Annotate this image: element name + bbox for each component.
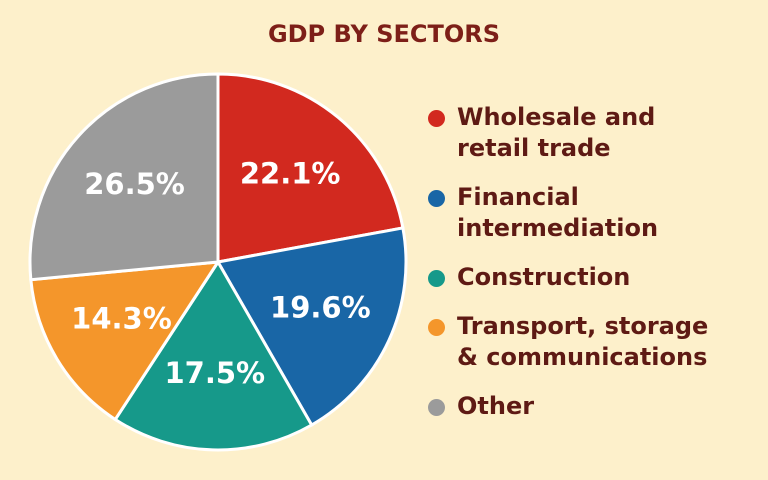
legend-swatch [428, 399, 445, 416]
data-label: 26.5% [84, 167, 185, 201]
legend-item: Wholesale and retail trade [428, 102, 708, 164]
data-label: 14.3% [71, 301, 172, 335]
legend-swatch [428, 190, 445, 207]
legend-item: Transport, storage & communications [428, 311, 708, 373]
legend-label: Financial intermediation [457, 183, 659, 242]
legend-swatch [428, 270, 445, 287]
legend-swatch [428, 319, 445, 336]
legend-item: Other [428, 391, 708, 422]
legend-item: Financial intermediation [428, 182, 708, 244]
pie-slice [216, 72, 405, 264]
pie-slice [28, 72, 220, 282]
legend-swatch [428, 110, 445, 127]
legend: Wholesale and retail trade Financial inte… [428, 102, 708, 422]
data-label: 17.5% [165, 356, 266, 390]
legend-item: Construction [428, 262, 708, 293]
legend-label: Transport, storage & communications [457, 312, 709, 371]
chart-title: GDP BY SECTORS [268, 20, 500, 48]
legend-label: Wholesale and retail trade [457, 103, 656, 162]
pie-slice [29, 260, 221, 422]
pie-slice [113, 259, 314, 452]
legend-label: Construction [457, 263, 631, 291]
legend-label: Other [457, 392, 535, 420]
pie-slice [215, 226, 408, 428]
data-label: 19.6% [270, 290, 371, 324]
data-label: 22.1% [240, 156, 341, 190]
